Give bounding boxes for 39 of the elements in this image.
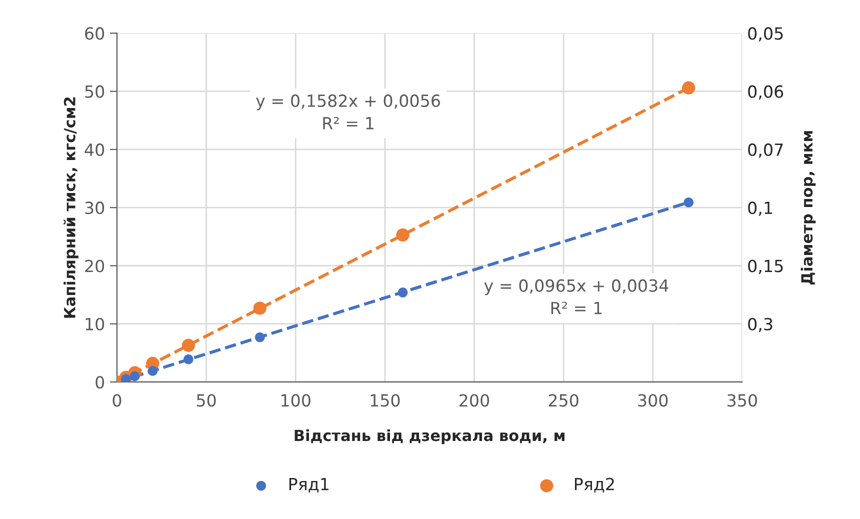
annotation: y = 0,0965x + 0,0034 R² = 1 bbox=[484, 279, 668, 314]
point bbox=[682, 81, 696, 94]
x-tick-label: 100 bbox=[282, 394, 310, 407]
point bbox=[253, 302, 266, 315]
x-tick-label: 200 bbox=[460, 394, 490, 407]
y-tick-label: 20 bbox=[85, 260, 104, 272]
x-axis-title: Відстань від дзеркала води, м bbox=[294, 429, 564, 444]
point bbox=[130, 371, 140, 382]
legend-label: Ряд2 bbox=[574, 478, 614, 492]
y-tick-label: 10 bbox=[86, 318, 104, 330]
point bbox=[120, 374, 131, 382]
category-label: 0,1 bbox=[748, 202, 772, 216]
point bbox=[148, 366, 158, 376]
point bbox=[182, 338, 195, 352]
category-label: 0,3 bbox=[748, 318, 772, 332]
y-tick-label: 60 bbox=[85, 27, 104, 40]
y-axis-title: Капілярний тиск, кгс/см2 bbox=[64, 97, 78, 318]
y-tick-label: 40 bbox=[84, 143, 104, 156]
point bbox=[184, 354, 194, 364]
x-tick-label: 0 bbox=[112, 394, 122, 407]
x-tick-label: 150 bbox=[370, 394, 400, 407]
point bbox=[684, 197, 694, 208]
category-label: 0,15 bbox=[748, 260, 783, 274]
x-tick-label: 250 bbox=[548, 394, 578, 407]
category-label: 0,06 bbox=[748, 85, 784, 100]
y-tick-label: 30 bbox=[85, 202, 104, 214]
point bbox=[398, 288, 408, 298]
category-label: 0,07 bbox=[748, 143, 783, 158]
x-tick-label: 50 bbox=[196, 394, 216, 407]
y-tick-label: 0 bbox=[96, 376, 104, 389]
y-tick-label: 50 bbox=[85, 85, 104, 98]
y2-axis-title: Діаметр пор, мкм bbox=[800, 131, 816, 284]
point bbox=[396, 228, 410, 242]
point bbox=[254, 332, 265, 342]
annotation: y = 0,1582x + 0,0056 R² = 1 bbox=[256, 94, 440, 130]
x-tick-label: 300 bbox=[638, 394, 668, 407]
category-label: 0,05 bbox=[748, 27, 783, 42]
x-tick-label: 350 bbox=[728, 394, 757, 407]
legend-label: Ряд1 bbox=[289, 478, 328, 492]
